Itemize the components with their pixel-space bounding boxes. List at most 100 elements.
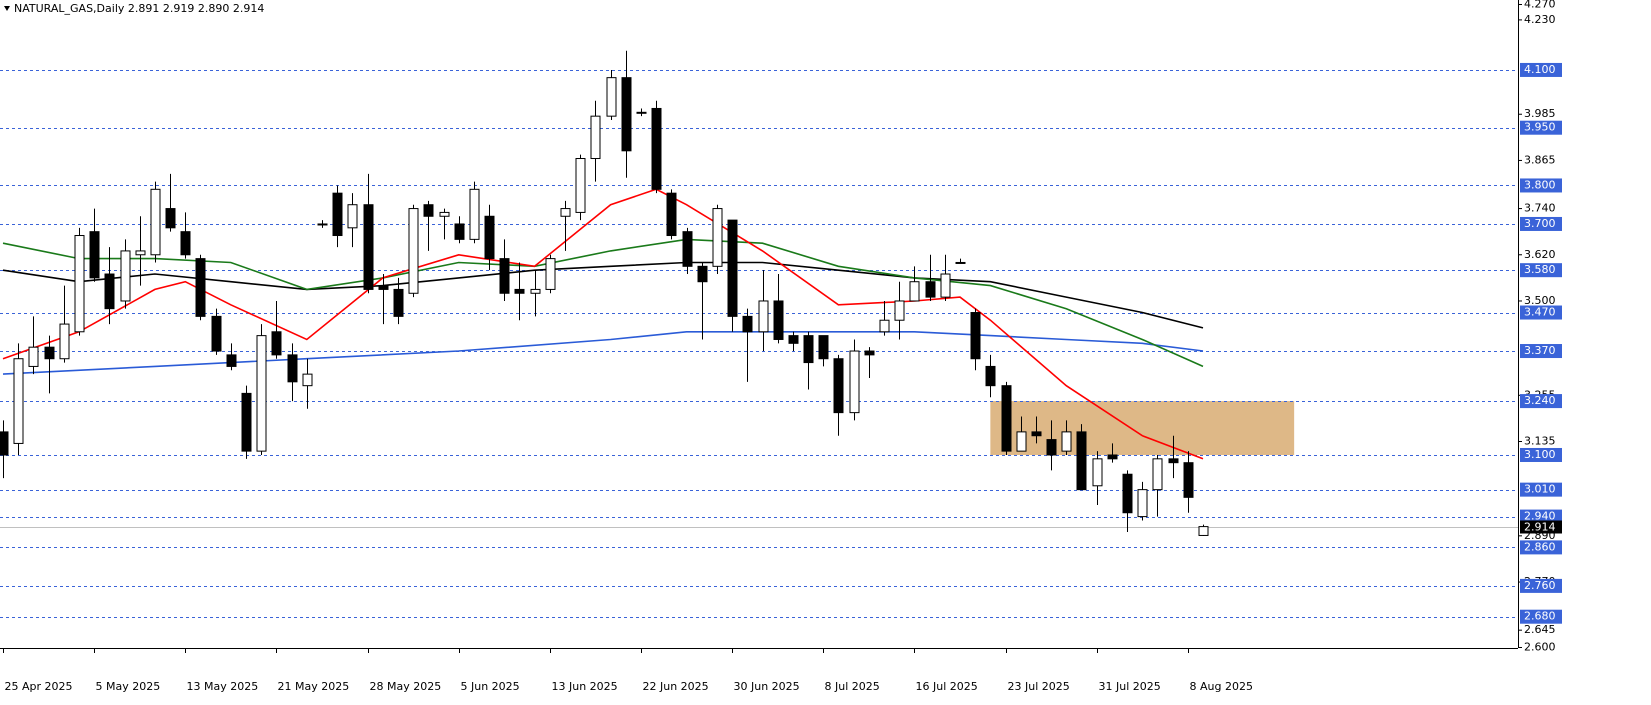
candle-body [408, 208, 419, 294]
candle-body [332, 192, 343, 237]
x-tick-label: 25 Apr 2025 [5, 680, 73, 693]
candle-body [1001, 385, 1012, 452]
level-label-box [1520, 344, 1562, 359]
level-label-box [1520, 609, 1562, 624]
level-label: 3.010 [1524, 483, 1556, 496]
x-tick-label: 28 May 2025 [370, 680, 442, 693]
candle-body [423, 204, 434, 217]
candle-body [363, 204, 374, 290]
level-label: 3.950 [1524, 121, 1556, 134]
axis-layer: 4.2704.2303.9853.8653.7403.6203.5003.255… [0, 0, 1562, 693]
candle-body [514, 288, 525, 294]
candle-body [788, 335, 799, 344]
candle-body [1092, 458, 1103, 487]
candle-body [484, 215, 495, 260]
candle-body [651, 107, 662, 190]
candle-body [89, 231, 100, 279]
candle-body [727, 219, 738, 317]
candle-body [13, 358, 24, 444]
candle-body [499, 258, 510, 294]
x-tick-label: 8 Jul 2025 [825, 680, 880, 693]
candle-body [1152, 458, 1163, 491]
level-label: 3.240 [1524, 394, 1556, 407]
level-label-box [1520, 305, 1562, 320]
level-label: 3.370 [1524, 344, 1556, 357]
candle-body [1168, 458, 1179, 464]
candle-body [894, 300, 905, 321]
candle-body [849, 350, 860, 414]
candle-body [226, 354, 237, 367]
level-label-box [1520, 62, 1562, 77]
candle-body [59, 323, 70, 360]
candle-body [104, 273, 115, 310]
candle-body [1122, 473, 1133, 514]
candle-body [241, 392, 252, 452]
level-label: 2.680 [1524, 610, 1556, 623]
marks-layer [0, 50, 1209, 536]
candle-body [271, 331, 282, 356]
y-tick-label: 2.600 [1524, 641, 1556, 654]
level-label: 3.700 [1524, 217, 1556, 230]
x-tick-label: 23 Jul 2025 [1008, 680, 1070, 693]
x-tick-label: 5 Jun 2025 [461, 680, 520, 693]
x-tick-label: 5 May 2025 [96, 680, 161, 693]
candle-body [970, 312, 981, 360]
y-tick-label: 4.230 [1524, 13, 1556, 26]
menu-arrow[interactable] [4, 6, 10, 11]
candle-body [621, 77, 632, 152]
x-tick-label: 22 Jun 2025 [643, 680, 709, 693]
level-label: 2.860 [1524, 540, 1556, 553]
level-label: 3.470 [1524, 306, 1556, 319]
candle-body [165, 208, 176, 229]
candle-body [530, 288, 541, 294]
level-label-box [1520, 482, 1562, 497]
candle-body [180, 231, 191, 256]
x-tick-label: 30 Jun 2025 [734, 680, 800, 693]
candle-body [985, 365, 996, 387]
candle-body [773, 300, 784, 340]
chart-title: NATURAL_GAS,Daily 2.891 2.919 2.890 2.91… [14, 2, 264, 15]
candle-body [606, 77, 617, 117]
level-label: 3.580 [1524, 263, 1556, 276]
candle-body [697, 265, 708, 283]
candle-body [940, 273, 951, 298]
candle-body [256, 335, 267, 452]
candle-body [454, 223, 465, 240]
candle-body [803, 335, 814, 364]
candle-body [44, 346, 55, 360]
y-tick-label: 3.620 [1524, 248, 1556, 261]
candle-body [469, 188, 480, 240]
candle-body [636, 111, 647, 114]
x-tick-label: 13 May 2025 [187, 680, 259, 693]
candle-body [864, 350, 875, 356]
candle-body [545, 258, 556, 290]
candle-body [742, 315, 753, 333]
candle-body [575, 158, 586, 213]
candle-body [925, 281, 936, 298]
candle-body [682, 231, 693, 267]
x-tick-label: 16 Jul 2025 [916, 680, 978, 693]
candle-body [590, 115, 601, 160]
y-tick-label: 3.740 [1524, 202, 1556, 215]
candle-body [0, 431, 9, 456]
candle-body [439, 211, 450, 217]
level-label-box [1520, 394, 1562, 409]
candle-body [317, 223, 328, 226]
last-price-label: 2.914 [1524, 521, 1556, 534]
y-tick-label: 3.985 [1524, 107, 1556, 120]
x-tick-label: 21 May 2025 [278, 680, 350, 693]
candle-body [135, 250, 146, 256]
candle-body [120, 250, 131, 302]
candle-body [1061, 431, 1072, 452]
level-label-box [1520, 263, 1562, 278]
y-tick-label: 2.645 [1524, 623, 1556, 636]
candle-body [1107, 454, 1118, 460]
candle-body [150, 188, 161, 256]
level-label-box [1520, 178, 1562, 193]
candle-body [378, 285, 389, 290]
y-tick-label: 3.500 [1524, 294, 1556, 307]
candle-body [28, 346, 39, 367]
level-label: 3.800 [1524, 178, 1556, 191]
indicator-line [2, 188, 1204, 460]
